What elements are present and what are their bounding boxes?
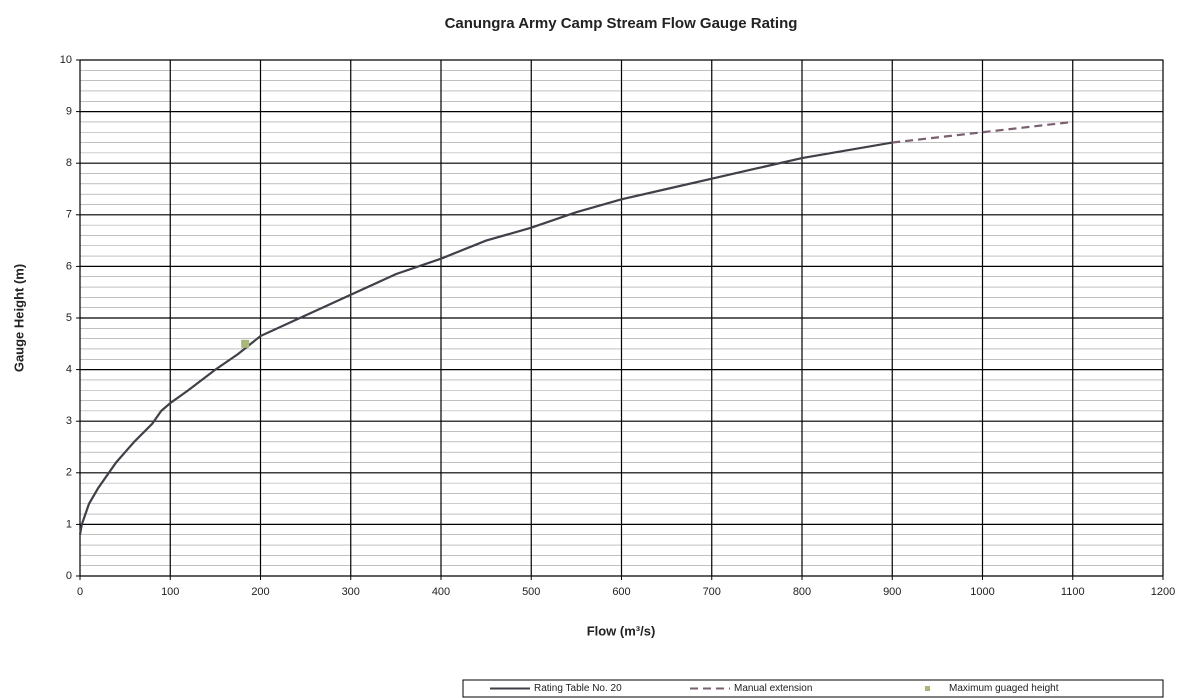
y-tick-label: 8 bbox=[66, 157, 72, 169]
x-tick-label: 1100 bbox=[1061, 586, 1085, 598]
line bbox=[78, 141, 893, 535]
x-tick-label: 200 bbox=[251, 586, 269, 598]
marker bbox=[241, 339, 250, 348]
x-tick-label: 300 bbox=[342, 586, 360, 598]
plot-border bbox=[79, 59, 1164, 577]
y-tick-label: 0 bbox=[66, 570, 72, 582]
line bbox=[892, 120, 1073, 144]
y-tick-label: 1 bbox=[66, 518, 72, 530]
x-tick-label: 900 bbox=[883, 586, 901, 598]
legend-label: Manual extension bbox=[734, 683, 812, 694]
y-tick-label: 6 bbox=[66, 260, 72, 272]
y-tick-label: 7 bbox=[66, 209, 72, 221]
y-tick-label: 9 bbox=[66, 106, 72, 118]
x-tick-label: 400 bbox=[432, 586, 450, 598]
x-tick-label: 1200 bbox=[1151, 586, 1175, 598]
x-tick-label: 0 bbox=[77, 586, 83, 598]
y-tick-label: 10 bbox=[60, 54, 72, 66]
legend-label: Rating Table No. 20 bbox=[534, 683, 622, 694]
x-tick-label: 600 bbox=[612, 586, 630, 598]
y-tick-label: 3 bbox=[66, 415, 72, 427]
chart-title: Canungra Army Camp Stream Flow Gauge Rat… bbox=[445, 15, 798, 32]
y-tick-label: 2 bbox=[66, 467, 72, 479]
y-axis-label: Gauge Height (m) bbox=[11, 264, 26, 372]
legend-label: Maximum guaged height bbox=[949, 683, 1059, 694]
y-tick-label: 5 bbox=[66, 312, 72, 324]
x-tick-label: 100 bbox=[161, 586, 179, 598]
y-tick-label: 4 bbox=[66, 364, 72, 376]
x-tick-label: 800 bbox=[793, 586, 811, 598]
x-axis-label: Flow (m³/s) bbox=[587, 623, 656, 638]
x-tick-label: 1000 bbox=[970, 586, 994, 598]
x-tick-label: 700 bbox=[703, 586, 721, 598]
legend-box bbox=[462, 679, 1164, 698]
x-tick-label: 500 bbox=[522, 586, 540, 598]
legend-marker bbox=[925, 686, 930, 691]
